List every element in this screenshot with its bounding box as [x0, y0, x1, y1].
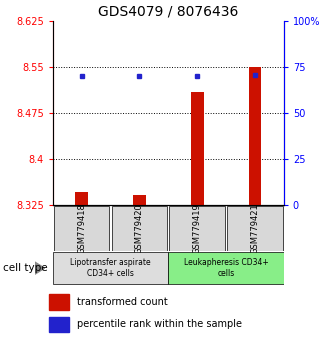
Bar	[75, 192, 88, 205]
FancyBboxPatch shape	[170, 206, 225, 251]
Text: percentile rank within the sample: percentile rank within the sample	[78, 319, 243, 329]
Title: GDS4079 / 8076436: GDS4079 / 8076436	[98, 5, 239, 19]
Bar	[49, 295, 69, 310]
Text: GSM779419: GSM779419	[193, 203, 202, 254]
FancyBboxPatch shape	[227, 206, 282, 251]
Polygon shape	[35, 262, 45, 274]
Text: Lipotransfer aspirate
CD34+ cells: Lipotransfer aspirate CD34+ cells	[70, 258, 151, 278]
Bar	[191, 92, 204, 205]
Bar	[49, 316, 69, 332]
Text: Leukapheresis CD34+
cells: Leukapheresis CD34+ cells	[184, 258, 268, 278]
FancyBboxPatch shape	[53, 252, 168, 284]
Text: GSM779418: GSM779418	[77, 203, 86, 254]
Text: GSM779421: GSM779421	[250, 203, 259, 254]
FancyBboxPatch shape	[54, 206, 110, 251]
Text: GSM779420: GSM779420	[135, 203, 144, 254]
Text: cell type: cell type	[3, 263, 48, 273]
Bar	[248, 67, 261, 205]
FancyBboxPatch shape	[112, 206, 167, 251]
Text: transformed count: transformed count	[78, 297, 168, 307]
Bar	[133, 195, 146, 205]
FancyBboxPatch shape	[168, 252, 284, 284]
